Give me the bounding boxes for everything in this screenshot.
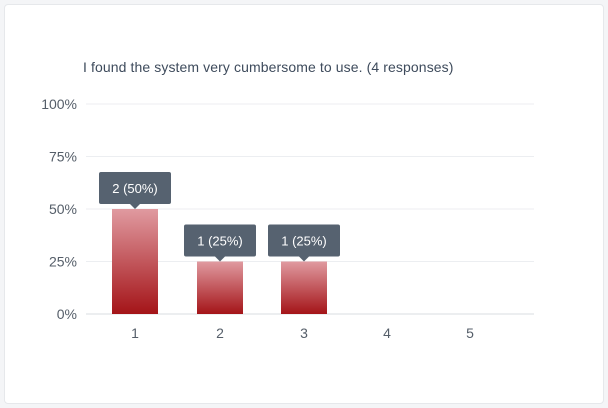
data-label-box [99,172,171,204]
data-label-pointer [215,256,225,262]
data-label: 2 (50%) [112,181,158,196]
y-tick-label: 0% [57,306,77,322]
x-tick-label: 3 [300,325,308,341]
bar-2 [197,261,243,314]
y-tick-label: 75% [49,149,77,165]
y-tick-label: 100% [41,96,77,112]
x-tick-label: 2 [216,325,224,341]
chart-title: I found the system very cumbersome to us… [83,59,454,75]
x-tick-label: 1 [131,325,139,341]
x-tick-label: 4 [383,325,391,341]
bar-3 [281,261,327,314]
x-tick-label: 5 [466,325,474,341]
data-label: 1 (25%) [281,234,327,249]
data-label: 1 (25%) [197,234,243,249]
y-tick-label: 25% [49,254,77,270]
data-label-box [184,224,256,257]
data-label-box [268,224,340,257]
bar-1 [112,209,158,314]
data-label-pointer [299,256,309,262]
data-label-pointer [130,204,140,209]
y-tick-label: 50% [49,201,77,217]
